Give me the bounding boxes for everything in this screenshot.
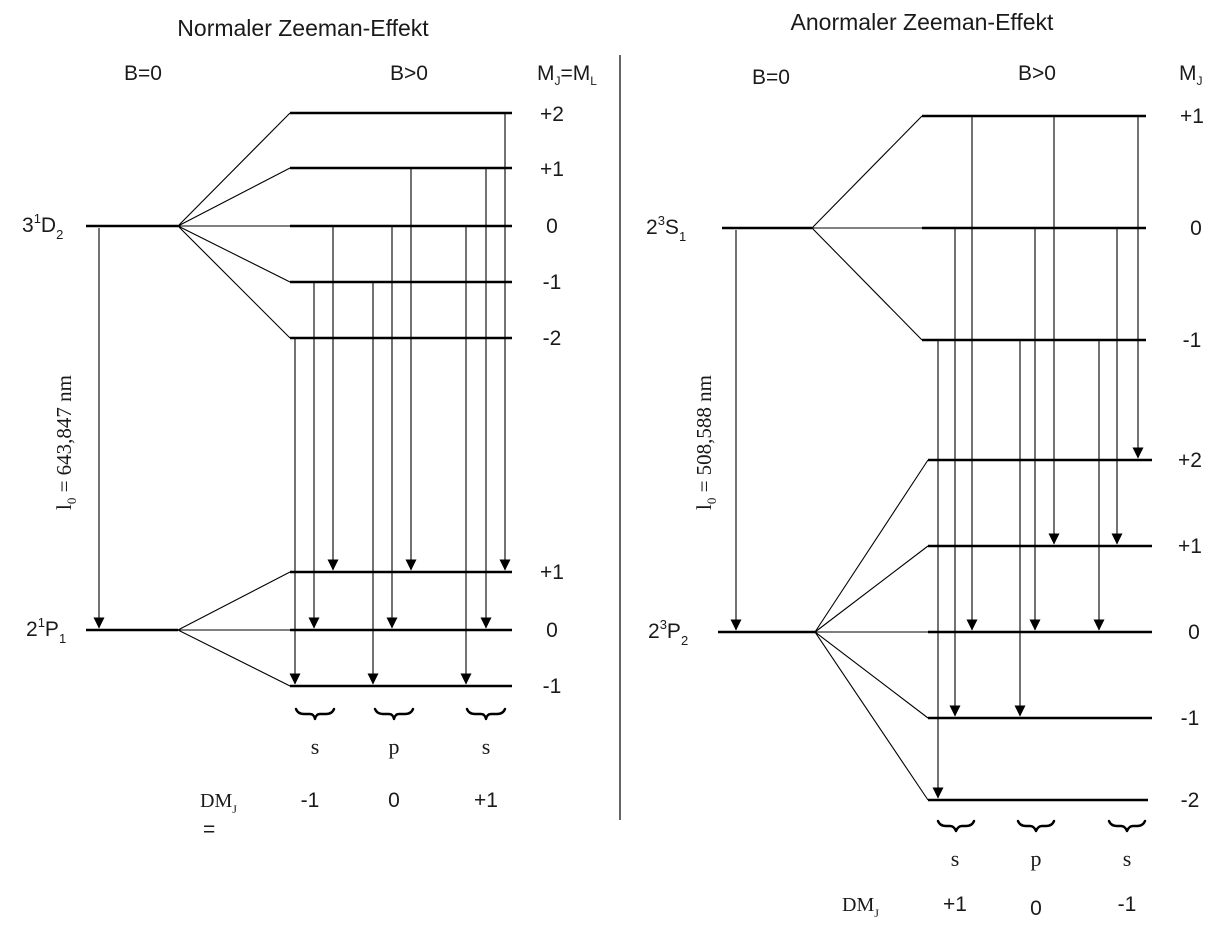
normal-delta-equals: =	[203, 818, 215, 841]
anomalous-delta-label: DMJ	[842, 894, 879, 920]
anomalous-lower-mj-label: -2	[1181, 789, 1200, 812]
normal-title: Normaler Zeeman-Effekt	[177, 15, 429, 41]
anomalous-delta-value: 0	[1030, 897, 1042, 920]
normal-wavelength-label: l0 = 643,847 nm	[52, 375, 79, 510]
anomalous-lower-term: 23P2	[648, 617, 688, 648]
anomalous-transition-arrows	[932, 116, 1144, 799]
anomalous-wavelength-label: l0 = 508,588 nm	[692, 375, 719, 510]
anomalous-polarization-braces	[936, 819, 1147, 833]
anomalous-pol-label: p	[1031, 846, 1042, 871]
normal-upper-mj-label: 0	[546, 215, 558, 238]
anomalous-delta-value: -1	[1118, 893, 1137, 916]
normal-transition-arrows	[289, 113, 511, 685]
normal-lower-mj-label: +1	[540, 561, 564, 584]
anomalous-lower-mj-label: +2	[1178, 449, 1202, 472]
normal-pol-label: s	[482, 734, 491, 759]
brace	[936, 819, 976, 833]
normal-polarization-braces	[294, 707, 507, 721]
anomalous-lower-fan	[814, 459, 929, 801]
brace	[373, 707, 415, 721]
normal-mj-header: MJ=ML	[537, 62, 597, 88]
normal-lower-mj-label: 0	[546, 619, 558, 642]
normal-upper-mj-label: +2	[540, 103, 564, 126]
normal-delta-label: DMJ	[200, 790, 237, 816]
normal-delta-value: -1	[301, 789, 320, 812]
anomalous-lower-mj-label: 0	[1188, 621, 1200, 644]
anomalous-mj-header: MJ	[1179, 62, 1203, 88]
normal-lower-term: 21P1	[26, 615, 66, 646]
normal-pol-label: s	[311, 734, 320, 759]
anomalous-upper-mj-label: +1	[1180, 105, 1204, 128]
anomalous-zeeman-panel: Anormaler Zeeman-Effekt B=0 B>0 MJ 23S1 …	[646, 9, 1204, 920]
brace	[465, 707, 507, 721]
anomalous-upper-mj-label: -1	[1183, 329, 1202, 352]
normal-delta-value: +1	[474, 789, 498, 812]
anomalous-b0-label: B=0	[752, 66, 790, 89]
normal-upper-term: 31D2	[22, 211, 63, 242]
normal-b0-label: B=0	[124, 62, 162, 85]
normal-zeeman-panel: Normaler Zeeman-Effekt B=0 B>0 MJ=ML 31D…	[22, 15, 597, 841]
anomalous-lower-mj-label: +1	[1178, 535, 1202, 558]
anomalous-delta-value: +1	[943, 893, 967, 916]
anomalous-pol-label: s	[1123, 846, 1132, 871]
normal-upper-fan	[177, 112, 291, 339]
normal-delta-value: 0	[388, 789, 400, 812]
normal-upper-mj-label: -1	[543, 271, 562, 294]
anomalous-pol-label: s	[951, 846, 960, 871]
normal-lower-fan	[177, 571, 291, 687]
anomalous-bpos-label: B>0	[1018, 62, 1056, 85]
anomalous-upper-mj-label: 0	[1190, 217, 1202, 240]
normal-lower-mj-label: -1	[543, 675, 562, 698]
anomalous-upper-term: 23S1	[646, 213, 686, 244]
anomalous-lower-mj-label: -1	[1181, 707, 1200, 730]
brace	[294, 707, 336, 721]
normal-upper-mj-label: -2	[543, 327, 562, 350]
anomalous-title: Anormaler Zeeman-Effekt	[791, 9, 1055, 35]
brace	[1016, 819, 1056, 833]
normal-bpos-label: B>0	[390, 62, 428, 85]
brace	[1107, 819, 1147, 833]
normal-upper-mj-label: +1	[540, 158, 564, 181]
anomalous-upper-fan	[811, 115, 923, 341]
normal-pol-label: p	[389, 734, 400, 759]
